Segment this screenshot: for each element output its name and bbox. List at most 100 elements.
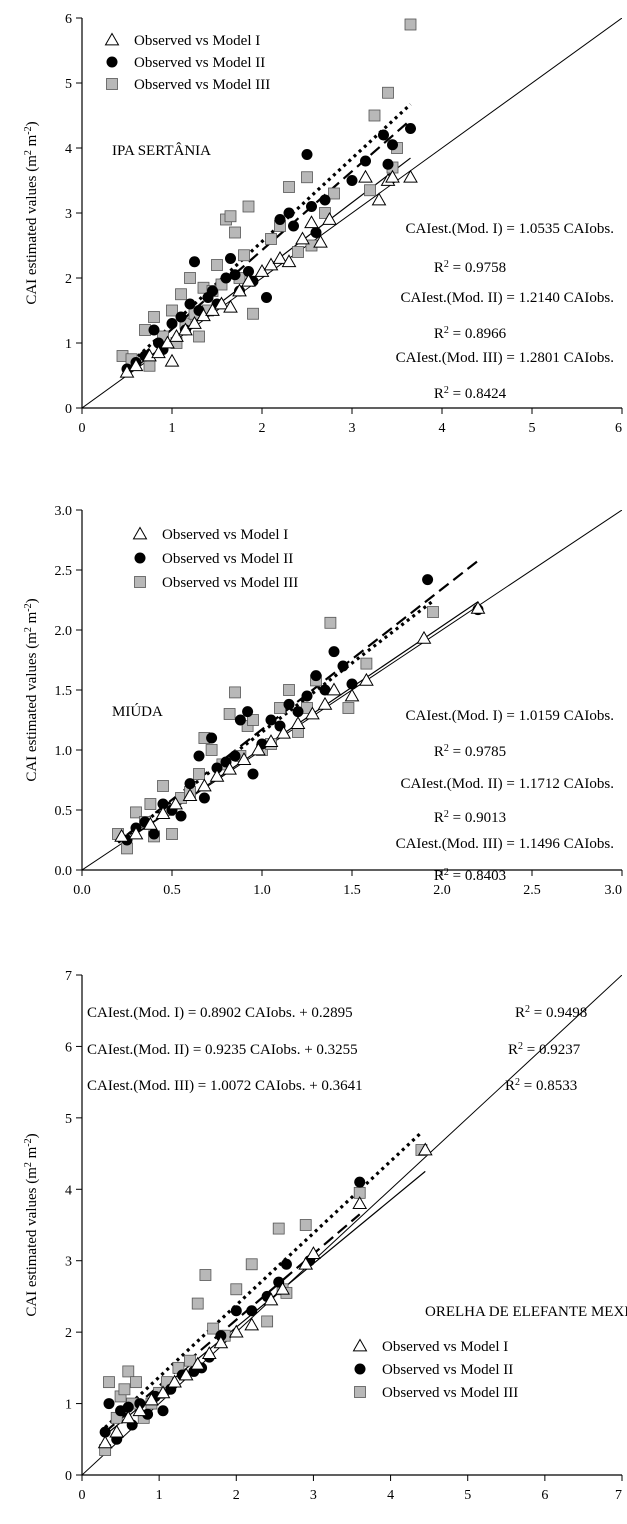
data-point-series-3 [361,658,372,669]
data-point-series-3 [343,703,354,714]
legend-label: Observed vs Model I [134,33,260,49]
legend-marker-2 [135,553,146,564]
data-point-series-2 [149,325,160,336]
data-point-series-1 [418,632,431,643]
y-tick-label: 2 [65,1326,72,1341]
data-point-series-1 [359,171,372,182]
data-point-series-3 [302,172,313,183]
data-point-series-2 [185,299,196,310]
r-squared-text-txt: = 0.9237 [523,1042,581,1058]
r-squared-text-txt: = 0.9498 [530,1005,587,1021]
x-tick-label: 3 [349,421,356,436]
data-point-series-2 [199,793,210,804]
data-point-series-2 [288,221,299,232]
legend-marker-3 [107,79,118,90]
data-point-series-1 [353,1197,366,1208]
r-squared-text-txt: R [434,260,444,276]
x-tick-label: 3.0 [605,883,623,898]
panel-label: ORELHA DE ELEFANTE MEXICANA [425,1304,627,1320]
legend-marker-3 [355,1387,366,1398]
y-tick-label: 0.5 [55,804,73,819]
y-axis-label-txt: ) [24,1133,40,1138]
legend-marker-2 [107,57,118,68]
y-axis-label-sup: -2 [23,126,34,134]
legend-label: Observed vs Model I [162,527,288,543]
x-tick-label: 1.5 [343,883,361,898]
data-point-series-3 [176,289,187,300]
data-point-series-2 [235,715,246,726]
legend-marker-1 [134,528,147,539]
data-point-series-3 [194,331,205,342]
panel-label: IPA SERTÂNIA [112,142,211,159]
y-axis-label-txt: ) [24,121,40,126]
data-point-series-2 [284,699,295,710]
r-squared-text-txt: R [434,810,444,826]
y-tick-label: 2.0 [55,624,73,639]
x-tick-label: 6 [615,421,622,436]
data-point-series-2 [293,706,304,717]
data-point-series-3 [365,185,376,196]
r-squared-text: R2 = 0.8533 [505,1077,577,1095]
y-axis-label: CAI estimated values (m2 m-2) [23,1133,41,1316]
data-point-series-3 [273,1223,284,1234]
y-axis-label-txt: CAI estimated values (m [24,155,40,305]
data-point-series-3 [369,110,380,121]
y-tick-label: 1 [65,337,72,352]
data-point-series-2 [422,574,433,585]
x-tick-label: 2.5 [523,883,541,898]
panel-label: MIÚDA [112,703,163,720]
y-axis-label-sup: -2 [23,603,34,611]
data-point-series-2 [194,751,205,762]
equation-text: CAIest.(Mod. II) = 0.9235 CAIobs. + 0.32… [87,1042,358,1058]
y-axis-label-txt: m [24,1146,40,1162]
r-squared-text-txt: = 0.8533 [520,1078,577,1094]
y-tick-label: 1 [65,1398,72,1413]
y-tick-label: 6 [65,1040,72,1055]
data-point-series-2 [387,139,398,150]
equation-text: CAIest.(Mod. III) = 1.1496 CAIobs. [396,836,614,852]
data-point-series-1 [245,1319,258,1330]
data-point-series-2 [248,769,259,780]
x-tick-label: 2 [259,421,266,436]
y-tick-label: 2 [65,272,72,287]
r-squared-text-txt: = 0.8966 [449,326,507,342]
r-squared-text-txt: = 0.9785 [449,744,506,760]
y-tick-label: 3 [65,1255,72,1270]
legend-marker-2 [355,1364,366,1375]
data-point-series-3 [158,781,169,792]
data-point-series-2 [185,778,196,789]
data-point-series-3 [243,201,254,212]
x-tick-label: 5 [464,1488,471,1503]
data-point-series-3 [224,709,235,720]
data-point-series-3 [428,607,439,618]
data-point-series-2 [378,130,389,141]
equation-text: CAIest.(Mod. I) = 1.0535 CAIobs. [406,221,614,237]
legend-marker-1 [354,1340,367,1351]
r-squared-text: R2 = 0.9785 [434,743,506,761]
data-point-series-3 [405,19,416,30]
r-squared-text: R2 = 0.9013 [434,809,506,827]
data-point-series-2 [354,1177,365,1188]
r-squared-text-txt: R [434,744,444,760]
data-point-series-3 [212,260,223,271]
data-point-series-3 [185,273,196,284]
r-squared-text: R2 = 0.8966 [434,325,507,343]
data-point-series-2 [207,286,218,297]
data-point-series-3 [119,1384,130,1395]
data-point-series-1 [296,233,309,244]
r-squared-text: R2 = 0.8403 [434,867,506,885]
r-squared-text-txt: = 0.9758 [449,260,506,276]
x-tick-label: 2 [233,1488,240,1503]
y-tick-label: 6 [65,12,72,27]
legend-label: Observed vs Model III [162,575,298,591]
r-squared-text: R2 = 0.9758 [434,259,506,277]
data-point-series-3 [239,250,250,261]
y-tick-label: 5 [65,77,72,92]
r-squared-text: R2 = 0.9237 [508,1041,581,1059]
data-point-series-3 [266,234,277,245]
data-point-series-2 [302,691,313,702]
data-point-series-1 [305,216,318,227]
data-point-series-3 [231,1284,242,1295]
data-point-series-3 [293,247,304,258]
